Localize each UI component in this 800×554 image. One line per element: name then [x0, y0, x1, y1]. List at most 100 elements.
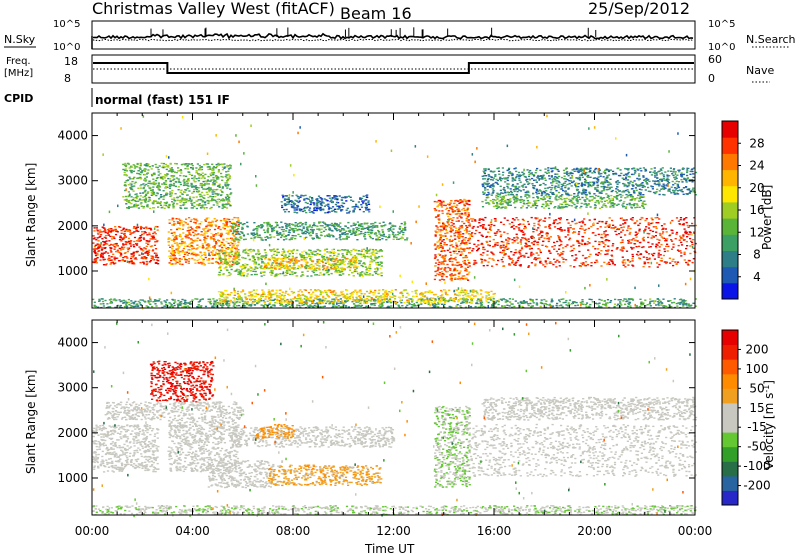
data-cell: [519, 230, 522, 232]
data-cell: [116, 231, 119, 233]
data-cell: [449, 217, 453, 220]
data-cell: [167, 238, 170, 241]
data-cell: [459, 231, 462, 233]
data-cell: [177, 186, 180, 188]
data-cell: [259, 272, 263, 274]
data-cell: [355, 203, 358, 206]
data-cell: [129, 169, 132, 172]
data-cell: [442, 201, 445, 203]
data-cell: [111, 235, 114, 238]
data-cell: [341, 260, 344, 262]
data-cell: [515, 226, 518, 228]
data-cell: [220, 234, 223, 237]
data-cell: [171, 189, 174, 192]
data-cell: [367, 228, 370, 230]
data-cell: [441, 249, 444, 252]
data-cell: [381, 238, 384, 240]
data-cell: [299, 225, 302, 227]
data-cell: [653, 252, 656, 255]
data-cell: [237, 241, 240, 243]
data-cell: [203, 194, 206, 196]
data-cell: [455, 227, 458, 229]
data-cell: [261, 271, 264, 273]
data-cell: [466, 209, 469, 212]
data-cell: [547, 240, 550, 243]
data-cell: [257, 258, 260, 260]
data-cell: [331, 197, 334, 200]
data-cell: [243, 267, 246, 269]
data-cell: [226, 262, 229, 264]
data-cell: [294, 199, 297, 202]
data-cell: [178, 262, 181, 264]
data-cell: [332, 267, 335, 269]
data-cell: [448, 260, 452, 263]
data-cell: [612, 263, 615, 265]
data-cell: [96, 237, 99, 239]
data-cell: [536, 257, 539, 260]
data-cell: [352, 275, 355, 277]
data-cell: [201, 245, 204, 247]
data-cell: [322, 208, 325, 210]
data-cell: [140, 249, 143, 251]
data-cell: [547, 237, 551, 239]
data-cell: [164, 174, 167, 176]
data-cell: [296, 249, 299, 251]
data-cell: [282, 248, 285, 250]
data-cell: [195, 190, 198, 193]
data-cell: [266, 227, 270, 229]
data-cell: [222, 239, 225, 241]
data-cell: [371, 274, 374, 276]
data-cell: [211, 163, 214, 165]
data-cell: [309, 258, 312, 260]
data-cell: [462, 278, 465, 280]
data-cell: [174, 185, 177, 188]
data-cell: [164, 187, 168, 189]
data-cell: [614, 226, 617, 228]
data-cell: [278, 226, 281, 229]
data-cell: [114, 233, 118, 236]
data-cell: [338, 207, 342, 209]
data-cell: [381, 235, 384, 237]
data-cell: [606, 239, 609, 241]
data-cell: [235, 236, 238, 239]
data-cell: [108, 240, 111, 242]
data-cell: [341, 228, 344, 230]
data-cell: [361, 200, 364, 202]
data-cell: [144, 190, 147, 193]
data-cell: [261, 261, 264, 263]
data-cell: [256, 228, 259, 230]
data-cell: [130, 260, 133, 262]
data-cell: [253, 222, 256, 224]
data-cell: [455, 242, 458, 244]
data-cell: [241, 231, 244, 233]
data-cell: [582, 236, 585, 238]
data-cell: [207, 262, 210, 264]
data-cell: [559, 240, 562, 242]
data-cell: [489, 225, 492, 228]
data-cell: [207, 180, 210, 182]
data-cell: [436, 226, 439, 228]
data-cell: [210, 174, 213, 177]
data-cell: [319, 209, 322, 212]
data-cell: [126, 257, 129, 259]
data-cell: [402, 228, 405, 230]
data-cell: [190, 163, 193, 165]
data-cell: [246, 226, 249, 228]
data-cell: [144, 248, 147, 250]
data-cell: [302, 195, 305, 197]
data-cell: [148, 166, 151, 168]
data-cell: [684, 231, 687, 234]
data-cell: [443, 258, 446, 260]
data-cell: [322, 265, 325, 267]
data-cell: [332, 209, 335, 212]
data-cell: [110, 230, 113, 232]
data-cell: [364, 238, 367, 240]
data-cell: [678, 239, 681, 241]
data-cell: [226, 226, 229, 228]
data-cell: [342, 261, 345, 263]
data-cell: [239, 231, 242, 233]
data-cell: [225, 180, 229, 182]
data-cell: [400, 222, 403, 225]
data-cell: [607, 261, 610, 264]
data-cell: [281, 206, 284, 209]
